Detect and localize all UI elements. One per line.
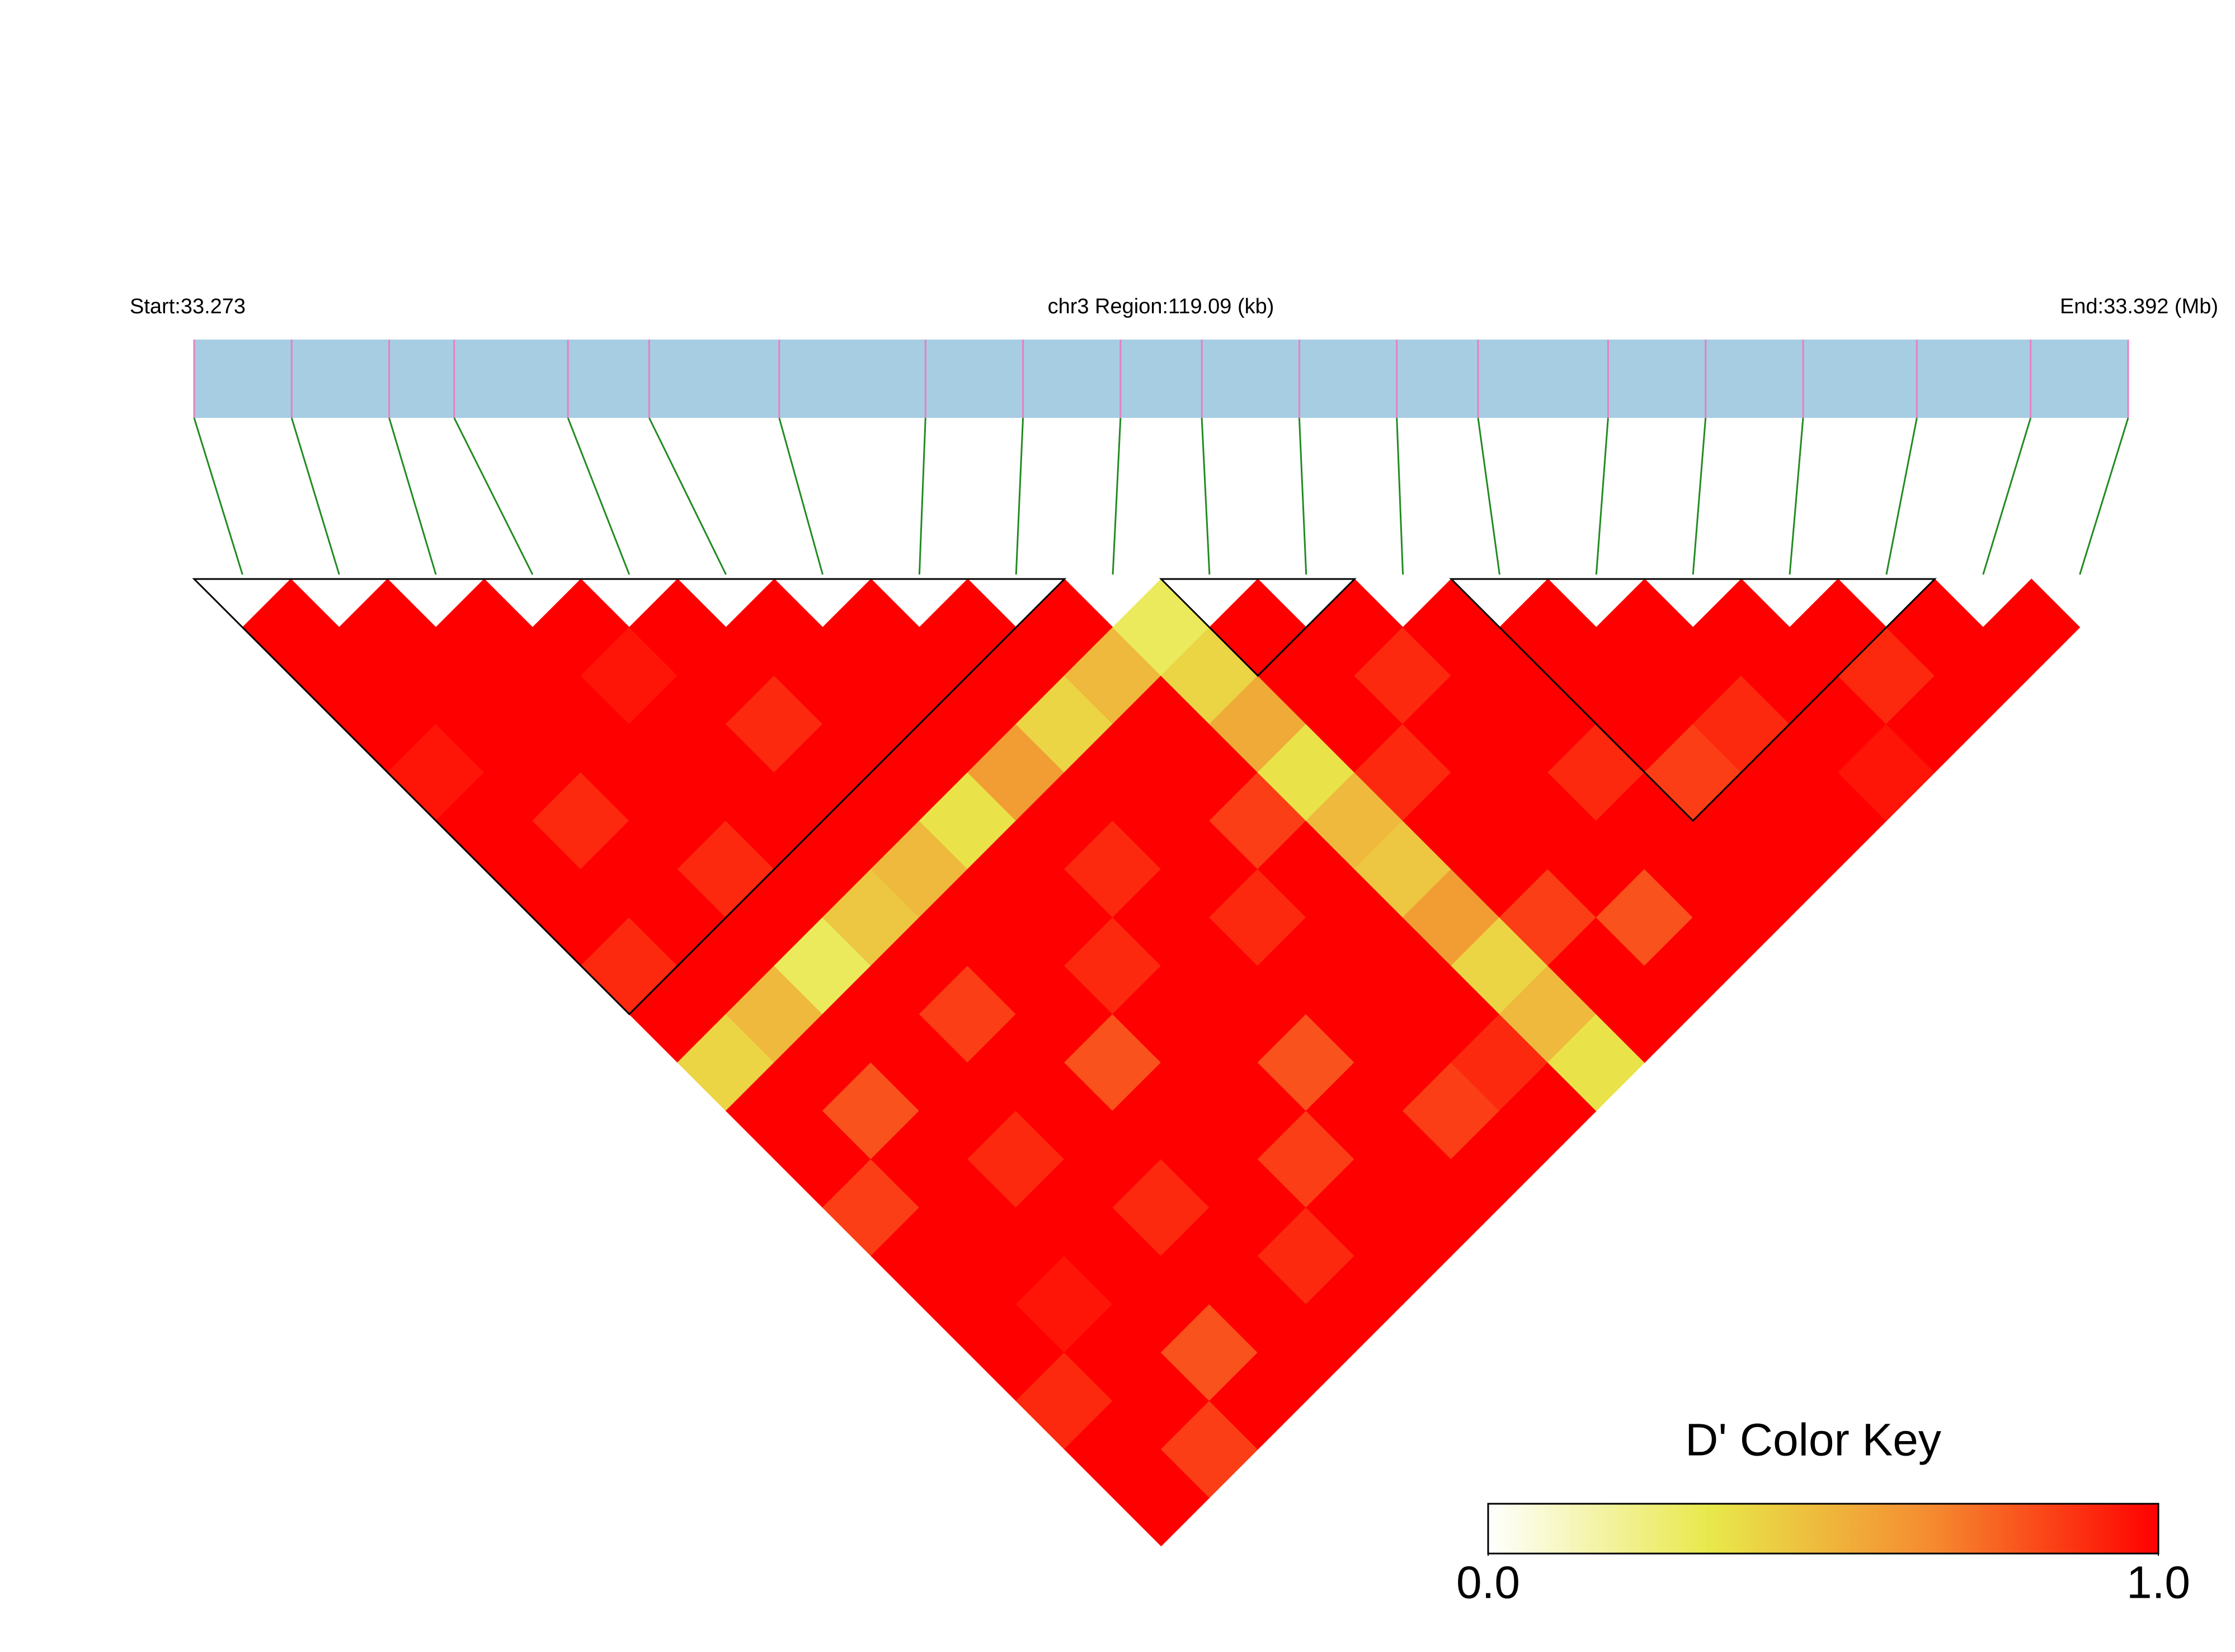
snp-connector [1112, 417, 1122, 575]
snp-connector [388, 417, 437, 575]
start-label: Start:33.273 [130, 295, 246, 318]
snp-connector [1982, 417, 2032, 575]
key-title: D' Color Key [1685, 1415, 1941, 1466]
snp-connector [1477, 417, 1500, 575]
region-bar [194, 340, 2128, 418]
color-key [1487, 1503, 2159, 1555]
snp-connector [1015, 417, 1024, 575]
snp-connector [453, 417, 534, 575]
snp-connector [193, 417, 243, 575]
end-label: End:33.392 (Mb) [2060, 295, 2218, 318]
snp-connector [778, 417, 824, 575]
snp-connector [648, 417, 727, 575]
snp-connector [918, 417, 926, 575]
snp-connector [1885, 417, 1918, 575]
snp-connector [567, 417, 630, 575]
key-tick-label: 1.0 [2126, 1557, 2190, 1608]
snp-connector [1789, 417, 1804, 575]
ld-block [1449, 578, 1937, 822]
ld-block [192, 578, 1067, 1015]
ld-block [1159, 578, 1357, 677]
snp-connector [1692, 417, 1707, 575]
snp-connector [1396, 417, 1404, 575]
snp-connector [2079, 417, 2129, 575]
snp-connector [1298, 417, 1307, 575]
snp-connector [1201, 417, 1211, 575]
key-tick-label: 0.0 [1456, 1557, 1520, 1608]
region-label: chr3 Region:119.09 (kb) [1048, 295, 1274, 318]
snp-connector [290, 417, 340, 575]
snp-connector [1595, 417, 1609, 575]
ld-cell [1983, 578, 2081, 676]
